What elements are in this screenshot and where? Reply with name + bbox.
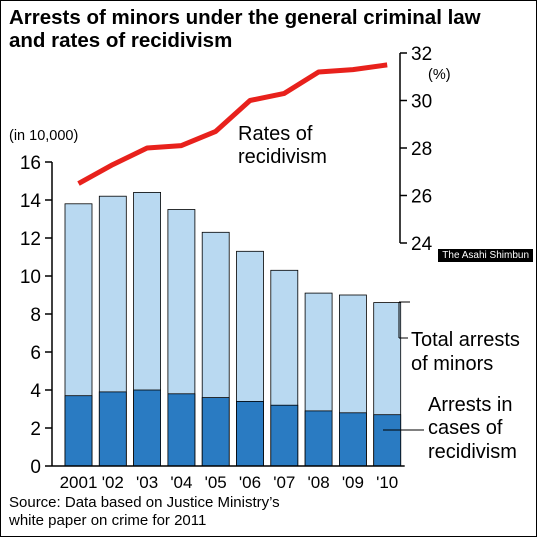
total-label-line-1: Total arrests (411, 329, 520, 351)
x-tick-label: '03 (136, 473, 158, 492)
left-axis: 0 2 4 6 8 10 12 14 16 (20, 153, 53, 478)
left-tick-label: 4 (30, 381, 41, 402)
recidivism-arrests-bar (167, 393, 196, 467)
bars (52, 191, 405, 467)
left-tick-label: 8 (30, 305, 41, 326)
recidivism-arrests-bar (201, 397, 230, 467)
recid-label-line-3: recidivism (428, 441, 517, 463)
left-tick-label: 16 (20, 153, 41, 174)
rate-label-line-2: recidivism (238, 146, 327, 168)
source-line-1: Source: Data based on Justice Ministry’s (9, 494, 280, 511)
left-tick-label: 6 (30, 343, 41, 364)
recidivism-arrests-bar (98, 391, 127, 467)
recidivism-arrests-bar (373, 414, 402, 467)
recidivism-arrests-bar (236, 400, 264, 467)
recid-label-line-1: Arrests in (428, 394, 512, 416)
x-tick-label: '10 (376, 473, 398, 492)
source-note: Source: Data based on Justice Ministry’s… (9, 494, 280, 530)
title-line-2: and rates of recidivism (9, 29, 233, 52)
x-tick-label: 2001 (60, 473, 98, 492)
recidivism-arrests-bar (133, 389, 162, 467)
left-tick-label: 2 (30, 419, 41, 440)
right-tick-label: 28 (411, 139, 432, 160)
recidivism-arrests-bar (304, 410, 333, 467)
x-tick-label: '06 (239, 473, 261, 492)
left-axis-unit: (in 10,000) (9, 128, 78, 144)
recidivism-arrests-bar (338, 412, 367, 467)
recidivism-rate-line (77, 62, 388, 186)
right-tick-label: 26 (411, 187, 432, 208)
left-tick-label: 10 (20, 267, 41, 288)
rate-label-line-1: Rates of (238, 123, 313, 145)
chart-title: Arrests of minors under the general crim… (9, 6, 481, 52)
x-tick-label: '07 (273, 473, 295, 492)
x-tick-label: '05 (205, 473, 227, 492)
right-tick-label: 24 (411, 234, 433, 255)
left-tick-label: 12 (20, 229, 41, 250)
credit-label: The Asahi Shimbun (438, 249, 533, 262)
recidivism-arrests-bar (270, 404, 299, 467)
right-axis-unit: (%) (428, 67, 451, 83)
title-line-1: Arrests of minors under the general crim… (9, 6, 481, 29)
right-tick-label: 32 (411, 44, 432, 65)
right-axis: 24 26 28 30 32 (399, 44, 433, 255)
x-tick-label: '02 (102, 473, 124, 492)
x-tick-label: '04 (170, 473, 192, 492)
left-tick-label: 0 (30, 457, 41, 478)
x-axis-labels: 2001'02 '03 '04 '05 '06 '07 '08 '09 '10 (60, 473, 399, 492)
source-line-2: white paper on crime for 2011 (9, 512, 207, 529)
recidivism-arrests-bar (64, 395, 93, 467)
x-tick-label: '09 (342, 473, 364, 492)
recid-label-line-2: cases of (428, 417, 503, 439)
right-tick-label: 30 (411, 92, 432, 113)
left-tick-label: 14 (20, 191, 42, 212)
x-tick-label: '08 (308, 473, 330, 492)
total-label-line-2: of minors (411, 353, 493, 375)
